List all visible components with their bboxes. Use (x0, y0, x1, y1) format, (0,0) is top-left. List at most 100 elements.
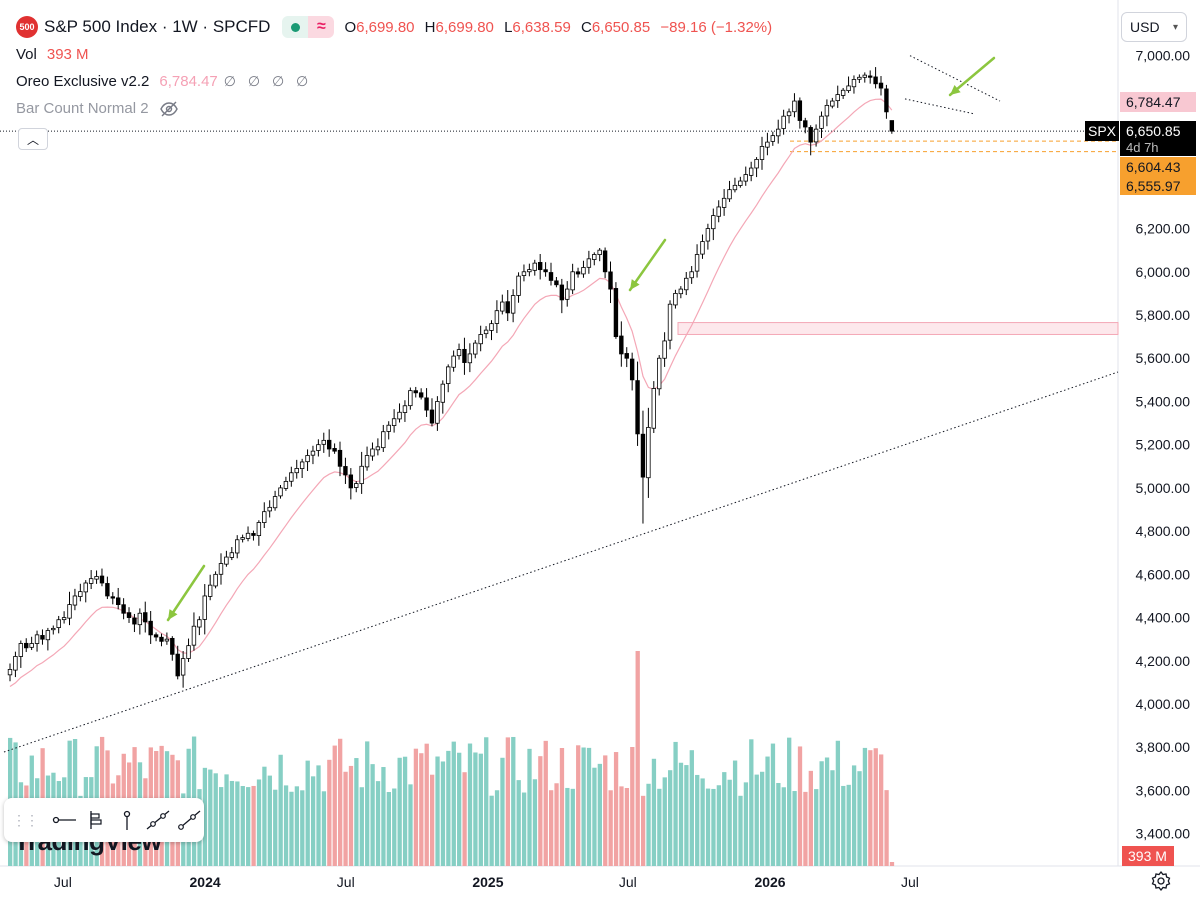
volume-bar (532, 779, 538, 866)
gear-icon[interactable] (1150, 870, 1172, 892)
volume-bar (343, 771, 348, 866)
volume-bar (208, 769, 213, 866)
market-status-pill[interactable]: ≈ (282, 16, 335, 38)
volume-tag: 393 M (1122, 846, 1174, 866)
volume-bar (256, 779, 262, 866)
bar-pattern-icon[interactable] (81, 803, 112, 837)
candle-body (884, 88, 889, 113)
volume-bar (668, 770, 673, 866)
volume-bar (819, 761, 824, 866)
volume-bar (202, 767, 208, 866)
horizontal-line-icon[interactable] (50, 803, 81, 837)
candle-body (45, 630, 51, 641)
volume-bar (267, 775, 272, 866)
volume-bar (635, 651, 640, 866)
volume-bar (321, 791, 327, 866)
candle-body (608, 271, 613, 290)
green-arrow (948, 56, 996, 97)
volume-bar (386, 792, 391, 866)
volume-bar (294, 786, 300, 866)
ema-price-tag: 6,784.47 (1120, 92, 1196, 112)
volume-bar (835, 740, 841, 866)
y-tick-label: 4,800.00 (1136, 523, 1191, 539)
candle-body (418, 392, 424, 398)
candle-body (711, 215, 716, 230)
candle-body (148, 620, 153, 636)
trend-line-icon[interactable] (142, 803, 173, 837)
symbol-title[interactable]: S&P 500 Index · 1W · SPCFD (44, 17, 271, 36)
volume-bar (283, 785, 289, 866)
volume-bar (624, 787, 630, 866)
volume-bar (662, 777, 667, 866)
sp500-logo-icon: 500 (16, 16, 38, 38)
volume-bar (484, 737, 489, 866)
candle-body (435, 401, 440, 424)
volume-bar (516, 780, 521, 866)
candle-body (391, 418, 397, 426)
currency-selector[interactable]: USD ▾ (1121, 12, 1187, 42)
volume-bar (879, 754, 884, 866)
last-price-tag: 6,650.85 (1120, 121, 1196, 141)
candle-body (662, 340, 667, 359)
candle-body (202, 595, 207, 620)
volume-bar (240, 786, 245, 866)
candle-body (602, 250, 608, 273)
volume-bar (603, 755, 608, 866)
chevron-up-icon: ︿ (26, 132, 39, 147)
volume-bar (354, 758, 359, 866)
candle-body (381, 431, 386, 449)
grip-icon[interactable]: ⋮⋮ (12, 811, 39, 828)
volume-bar (408, 784, 413, 866)
volume-bar (462, 772, 467, 866)
candle-body (619, 335, 624, 355)
candle-body (29, 643, 34, 648)
barcount-indicator-legend[interactable]: Bar Count Normal 2 (16, 100, 179, 117)
candle-body (759, 146, 765, 160)
volume-bar (776, 782, 781, 866)
candle-body (846, 85, 851, 92)
candle-body (867, 75, 873, 78)
candle-body (483, 329, 489, 335)
candle-body (446, 366, 451, 384)
volume-bar (824, 757, 830, 866)
collapse-legend-button[interactable]: ︿ (18, 128, 48, 150)
volume-bar (316, 765, 321, 866)
volume-bar (705, 788, 711, 866)
vertical-line-icon[interactable] (112, 803, 143, 837)
ray-icon[interactable] (173, 803, 204, 837)
candle-body (684, 277, 689, 291)
candle-body (370, 448, 375, 457)
candle-body (61, 617, 67, 621)
volume-legend[interactable]: Vol 393 M (16, 46, 89, 63)
candle-body (375, 446, 381, 451)
candle-body (700, 241, 705, 255)
volume-bar (841, 785, 846, 866)
candle-body (748, 167, 754, 176)
candle-body (527, 269, 532, 273)
volume-bar (868, 750, 873, 866)
candle-body (121, 604, 126, 614)
volume-bar (570, 788, 575, 866)
orange-level-tag-2: 6,555.97 (1120, 176, 1196, 195)
green-arrow (166, 564, 206, 622)
y-tick-label: 5,000.00 (1136, 480, 1191, 496)
candle-body (235, 539, 240, 554)
candle-body (716, 206, 721, 217)
candle-body (424, 397, 429, 411)
candle-body (776, 128, 781, 137)
volume-bar (619, 786, 624, 866)
eye-off-icon[interactable] (159, 101, 179, 117)
volume-bar (538, 756, 543, 866)
candle-body (640, 433, 646, 478)
long-term-trendline (3, 371, 1119, 753)
candle-body (51, 627, 56, 631)
volume-bar (310, 776, 316, 866)
oreo-indicator-legend[interactable]: Oreo Exclusive v2.2 6,784.47 ∅ ∅ ∅ ∅ (16, 73, 313, 90)
volume-bar (851, 765, 857, 866)
candle-body (299, 461, 305, 469)
y-tick-label: 3,600.00 (1136, 782, 1191, 798)
volume-bar (278, 754, 283, 866)
candle-body (132, 617, 137, 625)
candle-body (765, 141, 770, 148)
